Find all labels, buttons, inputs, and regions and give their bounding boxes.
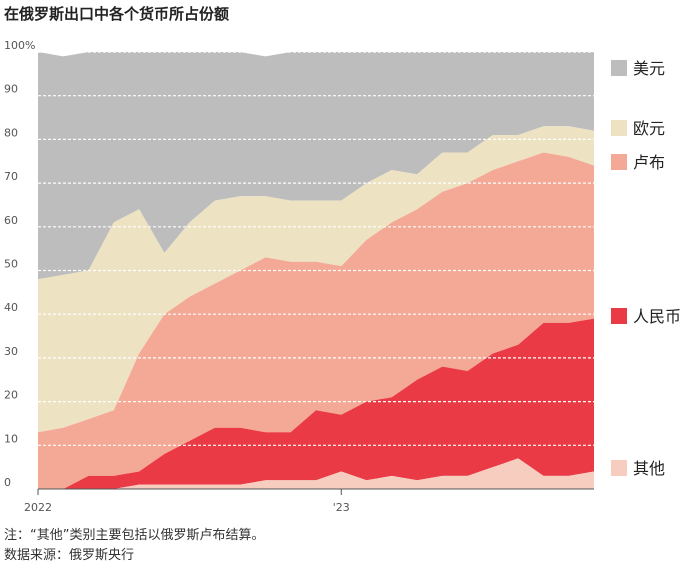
area-series-2 [38,152,594,489]
x-tick-label: 2022 [24,501,52,514]
legend-label: 卢布 [633,153,665,172]
y-tick-label: 20 [4,389,18,402]
y-tick-label: 0 [4,476,11,489]
legend-swatch [611,60,627,76]
x-tick-label: '23 [333,501,350,514]
source-note: 数据来源：俄罗斯央行 [4,548,134,563]
legend-swatch [611,308,627,324]
y-tick-label: 60 [4,214,18,227]
legend-swatch [611,460,627,476]
x-axis-ticks: 2022 '23 [24,489,350,514]
y-tick-label: 80 [4,126,18,139]
y-tick-label: 50 [4,258,18,271]
footnote: 注：“其他”类别主要包括以俄罗斯卢布结算。 [4,527,264,543]
legend-label: 人民币 [633,307,681,326]
legend-swatch [611,120,627,136]
y-axis-ticks: 100% 90 80 70 60 50 40 30 20 10 0 [4,39,35,489]
area-series-0 [38,458,594,489]
y-tick-label: 30 [4,345,18,358]
area-series-1 [38,318,594,489]
area-series-4 [38,52,594,280]
chart-title: 在俄罗斯出口中各个货币所占份额 [4,5,229,23]
legend-label: 欧元 [633,119,665,138]
legend-swatch [611,154,627,170]
legend-label: 美元 [633,59,665,78]
gridlines [38,51,594,490]
y-tick-label: 100% [4,39,35,52]
y-tick-label: 10 [4,432,18,445]
y-tick-label: 90 [4,83,18,96]
y-tick-label: 40 [4,301,18,314]
y-tick-label: 70 [4,170,18,183]
legend-label: 其他 [633,459,665,478]
